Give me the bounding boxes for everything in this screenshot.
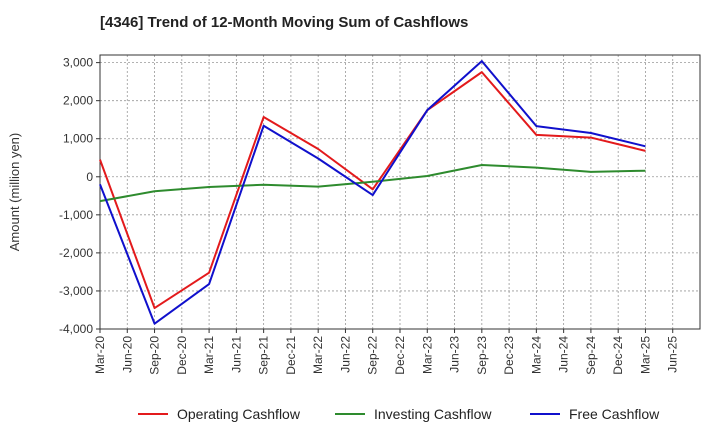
legend-item: Free Cashflow <box>530 406 660 422</box>
x-tick-label: Sep-22 <box>366 336 380 375</box>
legend-label: Free Cashflow <box>569 406 660 422</box>
legend-item: Investing Cashflow <box>335 406 492 422</box>
y-axis-label: Amount (million yen) <box>7 133 22 252</box>
y-tick-label: -4,000 <box>59 322 93 336</box>
x-tick-label: Sep-21 <box>257 336 271 375</box>
x-tick-label: Dec-21 <box>284 336 298 375</box>
y-tick-label: -1,000 <box>59 208 93 222</box>
x-tick-label: Mar-20 <box>93 336 107 374</box>
y-tick-label: 1,000 <box>63 132 93 146</box>
series-line <box>99 163 646 203</box>
x-tick-label: Sep-23 <box>475 336 489 375</box>
series-line <box>99 60 646 325</box>
x-tick-label: Jun-20 <box>120 336 134 373</box>
legend-label: Operating Cashflow <box>177 406 301 422</box>
series-line <box>99 71 646 310</box>
axes: -4,000 -3,000 -2,000 -1,000 0 1,000 2,000 3,000… <box>59 56 680 375</box>
y-tick-label: 3,000 <box>63 56 93 70</box>
legend: Operating Cashflow Investing Cashflow Free… <box>138 406 660 422</box>
x-tick-label: Jun-21 <box>229 336 243 373</box>
legend-item: Operating Cashflow <box>138 406 301 422</box>
x-tick-label: Mar-21 <box>202 336 216 374</box>
x-tick-label: Dec-20 <box>175 336 189 375</box>
y-tick-label: 2,000 <box>63 94 93 108</box>
series-lines <box>99 60 646 325</box>
x-tick-label: Sep-20 <box>148 336 162 375</box>
y-tick-label: -2,000 <box>59 246 93 260</box>
x-tick-label: Dec-24 <box>611 336 625 375</box>
chart-title: [4346] Trend of 12-Month Moving Sum of C… <box>100 14 469 31</box>
y-tick-label: -3,000 <box>59 284 93 298</box>
x-tick-label: Mar-25 <box>638 336 652 374</box>
y-tick-label: 0 <box>86 170 93 184</box>
x-tick-label: Dec-22 <box>393 336 407 375</box>
x-tick-label: Jun-22 <box>338 336 352 373</box>
x-tick-label: Jun-23 <box>448 336 462 373</box>
grid-lines <box>99 55 700 330</box>
x-tick-label: Dec-23 <box>502 336 516 375</box>
x-tick-label: Mar-22 <box>311 336 325 374</box>
x-tick-label: Jun-24 <box>557 336 571 373</box>
x-tick-label: Sep-24 <box>584 336 598 375</box>
x-tick-label: Mar-24 <box>529 336 543 374</box>
x-tick-label: Mar-23 <box>420 336 434 374</box>
x-tick-label: Jun-25 <box>666 336 680 373</box>
legend-label: Investing Cashflow <box>374 406 492 422</box>
